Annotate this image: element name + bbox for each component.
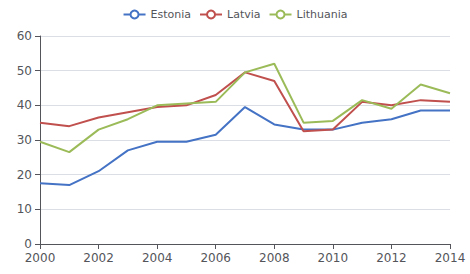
svg-text:2000: 2000 bbox=[25, 251, 56, 265]
svg-text:2012: 2012 bbox=[376, 251, 407, 265]
svg-text:2004: 2004 bbox=[142, 251, 173, 265]
svg-text:2014: 2014 bbox=[435, 251, 466, 265]
svg-text:Estonia: Estonia bbox=[151, 8, 192, 21]
svg-text:30: 30 bbox=[17, 133, 32, 147]
svg-text:60: 60 bbox=[17, 29, 32, 43]
svg-text:2010: 2010 bbox=[318, 251, 349, 265]
svg-text:Lithuania: Lithuania bbox=[297, 8, 348, 21]
svg-text:10: 10 bbox=[17, 202, 32, 216]
svg-text:40: 40 bbox=[17, 98, 32, 112]
svg-text:2008: 2008 bbox=[259, 251, 290, 265]
svg-text:2006: 2006 bbox=[200, 251, 231, 265]
svg-text:0: 0 bbox=[24, 237, 32, 251]
svg-text:20: 20 bbox=[17, 168, 32, 182]
svg-text:50: 50 bbox=[17, 64, 32, 78]
svg-text:Latvia: Latvia bbox=[227, 8, 261, 21]
svg-text:2002: 2002 bbox=[83, 251, 114, 265]
